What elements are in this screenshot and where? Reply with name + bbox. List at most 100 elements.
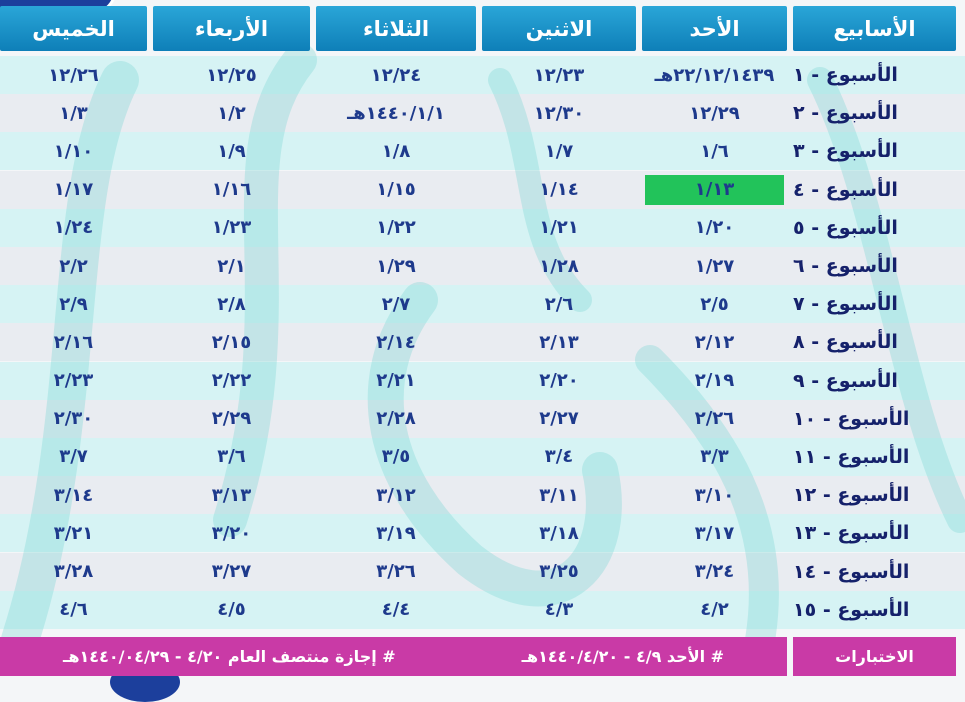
cell-tuesday: ٢/٢١ [376, 370, 416, 392]
cell-wednesday: ١/١٦ [211, 179, 252, 201]
row-band [0, 247, 965, 285]
week-label: الأسبوع - ٩ [793, 369, 898, 392]
header-weeks: الأسابيع [793, 6, 956, 51]
cell-wednesday: ٢/٨ [217, 293, 246, 315]
cell-monday: ٣/٤ [544, 446, 574, 468]
cell-monday: ١٢/٢٣ [533, 64, 585, 86]
cell-wednesday: ٣/٦ [217, 446, 246, 468]
week-label: الأسبوع - ٦ [793, 255, 898, 278]
cell-sunday: ٢/٥ [700, 293, 729, 315]
cell-wednesday: ١/٩ [217, 140, 246, 162]
cell-tuesday: ١٢/٢٤ [370, 64, 422, 86]
cell-wednesday: ١/٢ [217, 102, 246, 124]
cell-sunday: ٣/٢٤ [694, 561, 735, 583]
week-label: الأسبوع - ٢ [793, 102, 898, 125]
cell-wednesday: ٢/١٥ [211, 331, 252, 353]
cell-monday: ١/١٤ [539, 179, 579, 201]
cell-wednesday: ١٢/٢٥ [206, 64, 257, 86]
cell-thursday: ١/٣ [59, 102, 88, 124]
row-band [0, 208, 965, 247]
weekly-calendar-table: الخميس الأربعاء الثلاثاء الاثنين الأحد ا… [0, 6, 956, 676]
cell-thursday: ١/٢٤ [53, 217, 94, 239]
cell-tuesday: ٣/١٩ [376, 522, 416, 544]
header-tuesday: الثلاثاء [316, 6, 476, 51]
cell-thursday: ٣/٢١ [53, 522, 94, 544]
cell-tuesday: ١/٨ [381, 140, 411, 162]
cell-monday: ٤/٣ [544, 599, 574, 621]
header-wednesday: الأربعاء [153, 6, 310, 51]
cell-sunday: ٤/٢ [700, 599, 729, 621]
cell-wednesday: ٣/٢٠ [211, 522, 252, 544]
holiday-note: # إجازة منتصف العام ٤/٢٠ - ١٤٤٠/٠٤/٢٩هـ [62, 646, 396, 666]
week-label: الأسبوع - ١٠ [793, 407, 910, 430]
week-label: الأسبوع - ٤ [793, 178, 898, 201]
cell-sunday: ٢/٢٦ [694, 408, 735, 430]
cell-thursday: ٣/٢٨ [53, 561, 94, 583]
cell-monday: ١/٢٨ [539, 255, 579, 277]
week-label: الأسبوع - ١٢ [793, 484, 910, 507]
cell-tuesday: ١/٢٢ [376, 217, 416, 239]
cell-monday: ٣/١١ [539, 484, 579, 506]
cell-monday: ٢/٦ [544, 293, 574, 315]
cell-monday: ٣/١٨ [539, 522, 579, 544]
cell-tuesday: ٣/١٢ [376, 484, 416, 506]
cell-monday: ١/٢١ [539, 217, 579, 239]
cell-tuesday: ١٤٤٠/١/١هـ [347, 102, 445, 124]
week-label: الأسبوع - ٨ [793, 331, 898, 354]
row-band [0, 476, 965, 515]
week-label: الأسبوع - ٣ [793, 140, 898, 163]
cell-sunday: ٢٢/١٢/١٤٣٩هـ [654, 64, 775, 86]
cell-tuesday: ١/١٥ [376, 179, 416, 201]
footer-notes: # الأحد ٤/٩ - ١٤٤٠/٤/٢٠هـ # إجازة منتصف ا… [0, 636, 787, 676]
cell-tuesday: ٢/٢٨ [376, 408, 416, 430]
cell-sunday: ١/١٣ [645, 174, 784, 205]
cell-tuesday: ٣/٢٦ [376, 561, 416, 583]
cell-wednesday: ٤/٥ [217, 599, 246, 621]
header-monday: الاثنين [482, 6, 636, 51]
row-band [0, 323, 965, 362]
cell-wednesday: ٣/١٣ [211, 484, 252, 506]
cell-tuesday: ٤/٤ [381, 599, 411, 621]
row-band [0, 56, 965, 94]
week-label: الأسبوع - ١١ [793, 445, 910, 468]
cell-thursday: ٢/٩ [59, 293, 88, 315]
cell-wednesday: ٢/١ [217, 255, 246, 277]
cell-thursday: ٢/٢٣ [53, 370, 94, 392]
cell-sunday: ١/٢٧ [694, 255, 735, 277]
row-band [0, 590, 965, 629]
cell-monday: ٣/٢٥ [539, 561, 579, 583]
row-band [0, 285, 965, 324]
week-label: الأسبوع - ١٣ [793, 522, 910, 545]
cell-monday: ١٢/٣٠ [533, 102, 585, 124]
cell-sunday: ٢/١٩ [694, 370, 735, 392]
cell-thursday: ٢/١٦ [53, 331, 94, 353]
cell-thursday: ٢/٣٠ [53, 408, 94, 430]
cell-thursday: ٣/٧ [59, 446, 88, 468]
row-band [0, 552, 965, 591]
cell-tuesday: ٢/١٤ [376, 331, 416, 353]
cell-tuesday: ٣/٥ [381, 446, 411, 468]
row-band [0, 361, 965, 400]
cell-monday: ٢/١٣ [539, 331, 579, 353]
cell-monday: ٢/٢٧ [539, 408, 579, 430]
cell-thursday: ١/١٧ [53, 179, 94, 201]
week-label: الأسبوع - ٥ [793, 216, 898, 239]
cell-sunday: ٣/١٠ [694, 484, 735, 506]
header-thursday: الخميس [0, 6, 147, 51]
cell-thursday: ١/١٠ [53, 140, 94, 162]
cell-wednesday: ٣/٢٧ [211, 561, 252, 583]
cell-sunday: ٣/٣ [700, 446, 729, 468]
cell-thursday: ٤/٦ [59, 599, 88, 621]
exam-note: # الأحد ٤/٩ - ١٤٤٠/٤/٢٠هـ [521, 646, 725, 666]
row-band [0, 94, 965, 133]
cell-thursday: ٢/٢ [59, 255, 88, 277]
row-band [0, 438, 965, 476]
cell-sunday: ٢/١٢ [694, 331, 735, 353]
week-label: الأسبوع - ١ [793, 64, 898, 87]
cell-wednesday: ١/٢٣ [211, 217, 252, 239]
week-label: الأسبوع - ١٤ [793, 560, 910, 583]
cell-sunday: ٣/١٧ [694, 522, 735, 544]
row-band [0, 132, 965, 171]
cell-tuesday: ١/٢٩ [376, 255, 416, 277]
cell-monday: ٢/٢٠ [539, 370, 579, 392]
